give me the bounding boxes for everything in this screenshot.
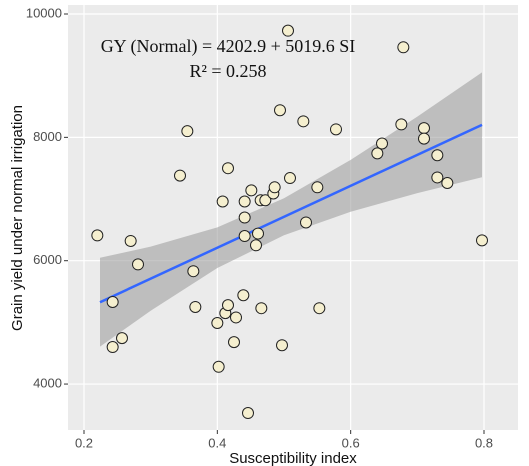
- point: [250, 239, 262, 252]
- point: [418, 132, 430, 145]
- point: [476, 234, 488, 247]
- point: [132, 258, 144, 271]
- point: [181, 125, 194, 138]
- y-tick-label: 8000: [33, 129, 62, 144]
- x-tick-label: 0.8: [475, 435, 493, 450]
- point: [282, 24, 294, 37]
- point: [395, 118, 408, 131]
- point: [116, 332, 128, 345]
- point: [274, 104, 286, 117]
- point: [222, 299, 234, 312]
- point: [252, 227, 264, 240]
- point: [187, 265, 200, 278]
- point: [124, 234, 137, 247]
- point: [431, 171, 444, 184]
- point: [212, 360, 225, 373]
- point: [222, 162, 234, 175]
- point: [313, 302, 326, 315]
- point: [441, 176, 454, 189]
- point: [259, 194, 272, 207]
- point: [297, 115, 310, 128]
- point: [189, 300, 202, 313]
- y-tick-label: 6000: [33, 252, 62, 267]
- point: [371, 147, 384, 160]
- point: [237, 289, 250, 302]
- y-axis-title: Grain yield under normal irrigation: [9, 105, 26, 331]
- point: [276, 339, 288, 352]
- y-tick-label: 10000: [26, 5, 62, 20]
- point: [300, 216, 312, 229]
- point: [228, 336, 240, 349]
- point: [211, 316, 224, 329]
- point: [106, 296, 119, 309]
- point: [242, 407, 254, 420]
- y-tick-label: 4000: [33, 375, 62, 390]
- point: [284, 172, 296, 185]
- point: [238, 195, 251, 208]
- x-tick-label: 0.6: [342, 435, 360, 450]
- point: [431, 149, 444, 162]
- point: [311, 181, 324, 194]
- x-axis-title: Susceptibility index: [229, 450, 357, 466]
- point: [230, 311, 242, 324]
- point: [106, 341, 119, 354]
- point: [238, 230, 251, 243]
- point: [238, 211, 251, 224]
- point: [397, 41, 410, 54]
- point: [268, 181, 281, 194]
- fit-line: [99, 123, 483, 304]
- point: [418, 122, 430, 135]
- point: [174, 169, 186, 182]
- r-squared: R² = 0.258: [189, 61, 266, 81]
- x-tick-label: 0.4: [208, 435, 226, 450]
- x-tick-label: 0.2: [75, 435, 93, 450]
- point: [255, 302, 268, 315]
- point: [91, 229, 104, 242]
- points-layer: [91, 24, 488, 420]
- point: [376, 137, 388, 150]
- point: [330, 123, 342, 136]
- point: [216, 195, 229, 208]
- point: [245, 184, 258, 197]
- equation: GY (Normal) = 4202.9 + 5019.6 SI: [101, 36, 356, 57]
